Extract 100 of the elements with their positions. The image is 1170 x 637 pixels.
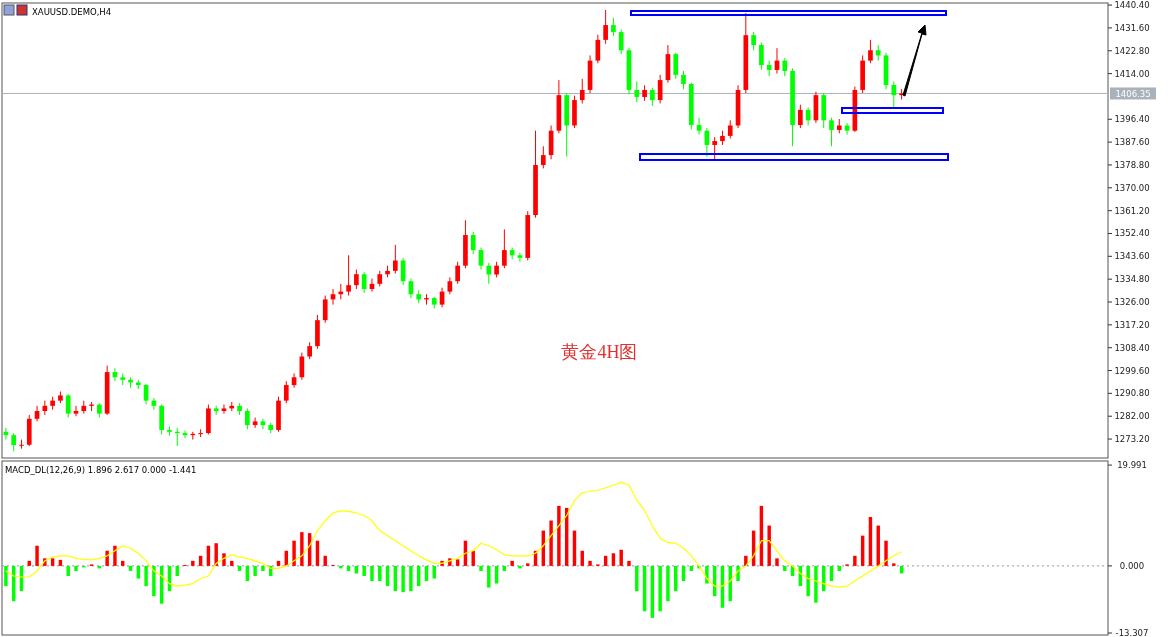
bar	[455, 559, 460, 566]
bar	[191, 560, 195, 566]
y-tick-label: 1334.80	[1114, 274, 1150, 285]
bar	[292, 540, 296, 566]
candlestick	[322, 295, 328, 324]
line-series	[5, 481, 903, 588]
candlestick	[260, 418, 266, 430]
y-tick-label: 1370.00	[1114, 182, 1150, 193]
y-tick-label: 1378.80	[1114, 159, 1150, 170]
bar	[627, 560, 631, 566]
bar	[666, 565, 670, 602]
bar	[370, 565, 374, 582]
candlestick	[455, 261, 460, 285]
bar	[510, 560, 514, 566]
y-tick-label: 1290.80	[1114, 388, 1150, 399]
candlestick	[502, 228, 507, 269]
bar	[557, 505, 561, 566]
bar	[300, 532, 304, 566]
bar	[74, 565, 78, 571]
y-tick-label: 1326.00	[1114, 297, 1150, 308]
candlestick	[392, 244, 398, 274]
candlestick	[517, 252, 523, 263]
y-tick-label: -13.307	[1115, 628, 1149, 637]
y-tick-label: 1282.00	[1114, 411, 1150, 422]
bar	[401, 565, 405, 593]
text: XAUUSD.DEMO,H4	[32, 7, 112, 17]
y-tick-label: 1317.20	[1114, 319, 1150, 330]
bar	[884, 540, 888, 566]
bar	[526, 563, 530, 566]
candlestick	[712, 136, 718, 160]
candlestick	[751, 31, 756, 51]
y-tick-label: 1343.60	[1114, 251, 1150, 262]
bar	[814, 565, 818, 603]
candlestick	[354, 269, 359, 290]
bar	[611, 553, 616, 566]
candlestick	[470, 231, 476, 255]
bar	[144, 565, 148, 587]
bar	[487, 565, 491, 588]
candlestick	[868, 39, 873, 64]
candlestick	[245, 407, 250, 430]
y-tick-label: 1422.80	[1114, 45, 1150, 56]
candlestick	[727, 119, 733, 139]
candlestick	[283, 380, 289, 404]
candlestick	[673, 52, 679, 80]
bar	[658, 565, 662, 612]
candlestick	[486, 262, 492, 285]
candlestick	[361, 271, 367, 294]
bar	[362, 565, 366, 576]
y-tick-label: 1273.20	[1114, 434, 1150, 445]
bar	[222, 553, 226, 566]
y-tick-label: 1440.40	[1114, 0, 1150, 11]
candlestick	[603, 9, 608, 45]
bar	[253, 565, 257, 576]
bar	[775, 558, 779, 566]
candlestick	[634, 80, 640, 103]
text: MACD_DL(12,26,9) 1.896 2.617 0.000 -1.441	[5, 465, 197, 475]
y-tick-label: 1387.60	[1114, 137, 1150, 148]
bar	[35, 545, 39, 566]
candlestick	[252, 417, 258, 429]
candlestick	[782, 57, 788, 77]
bar	[494, 565, 499, 584]
bar	[409, 565, 413, 592]
candlestick	[221, 404, 227, 415]
candlestick	[618, 28, 624, 55]
y-tick-label: 1431.60	[1114, 22, 1150, 33]
candlestick	[681, 70, 686, 90]
bar	[432, 565, 436, 579]
bar	[152, 565, 156, 597]
candlestick	[65, 393, 71, 419]
bar	[806, 565, 810, 597]
candlestick	[891, 80, 897, 108]
bar	[619, 549, 623, 566]
bar	[113, 545, 117, 566]
candlestick	[611, 17, 616, 37]
y-tick-label: 1396.40	[1114, 114, 1150, 125]
candlestick	[346, 254, 351, 297]
bar	[549, 520, 553, 566]
y-tick-label: 0.000	[1119, 560, 1145, 571]
candlestick	[579, 78, 585, 104]
bar	[479, 565, 483, 571]
bar	[853, 555, 857, 566]
y-tick-label: 1308.40	[1114, 342, 1150, 353]
bar	[66, 565, 70, 576]
candlestick	[73, 405, 79, 417]
annotation: 黄金4H图	[561, 341, 638, 362]
bar	[136, 565, 141, 579]
candlestick	[11, 432, 17, 452]
bar	[50, 558, 55, 566]
ref-line-label: 1406.35	[1115, 88, 1151, 99]
candlestick	[798, 104, 803, 129]
bar	[767, 525, 771, 566]
y-tick-label: 1414.00	[1114, 68, 1150, 79]
bar	[588, 560, 592, 566]
candlestick	[540, 145, 546, 169]
y-tick-label: 1352.40	[1114, 228, 1150, 239]
bar	[4, 565, 8, 587]
candlestick	[829, 117, 834, 147]
y-tick-label: 19.991	[1117, 460, 1147, 471]
bar	[892, 563, 896, 566]
y-tick-label: 1361.20	[1114, 205, 1150, 216]
